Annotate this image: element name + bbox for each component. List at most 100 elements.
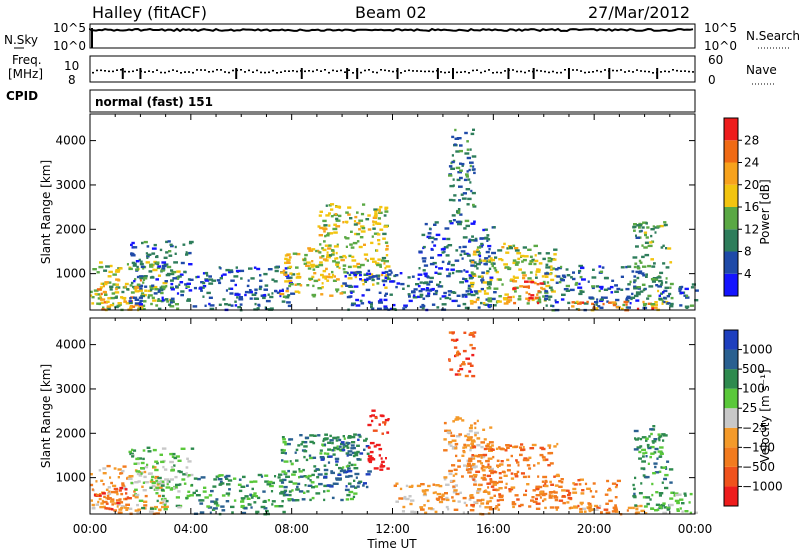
echo-cell <box>315 265 320 268</box>
echo-cell <box>461 162 465 166</box>
echo-cell <box>503 263 508 266</box>
echo-cell <box>113 509 117 512</box>
freq-dot <box>668 70 670 73</box>
echo-cell <box>174 245 177 249</box>
echo-cell <box>461 257 464 260</box>
echo-cell <box>413 510 417 514</box>
echo-cell <box>356 232 361 236</box>
echo-cell <box>496 300 502 303</box>
echo-cell <box>643 288 646 291</box>
echo-cell <box>91 296 95 299</box>
freq-dot <box>404 70 406 72</box>
echo-cell <box>134 488 138 491</box>
echo-cell <box>443 449 448 452</box>
echo-cell <box>142 307 146 311</box>
echo-cell <box>530 499 534 502</box>
echo-cell <box>228 270 231 274</box>
echo-cell <box>532 489 536 492</box>
echo-cell <box>547 295 553 298</box>
echo-cell <box>466 433 470 436</box>
colorbar-tick-label: 1000 <box>742 343 773 357</box>
echo-cell <box>579 478 584 481</box>
echo-cell <box>233 499 237 502</box>
echo-cell <box>98 265 104 269</box>
echo-cell <box>389 280 394 283</box>
echo-cell <box>419 295 423 298</box>
echo-cell <box>260 505 266 509</box>
echo-cell <box>571 301 575 304</box>
nsearch-tick-bottom: 10^0 <box>704 39 737 53</box>
echo-cell <box>175 285 178 288</box>
echo-cell <box>531 443 537 447</box>
echo-cell <box>358 228 361 231</box>
echo-cell <box>373 275 378 278</box>
echo-cell <box>477 483 481 487</box>
echo-cell <box>488 441 494 444</box>
echo-cell <box>299 475 304 478</box>
echo-cell <box>338 214 342 218</box>
echo-cell <box>323 468 329 472</box>
echo-cell <box>327 448 331 451</box>
echo-cell <box>360 302 365 305</box>
echo-cell <box>367 228 372 231</box>
echo-cell <box>180 290 185 293</box>
echo-cell <box>378 447 383 451</box>
echo-cell <box>373 445 377 448</box>
echo-cell <box>149 507 154 510</box>
echo-cell <box>468 457 473 460</box>
echo-cell <box>267 480 273 484</box>
echo-cell <box>505 482 508 486</box>
echo-cell <box>105 502 109 505</box>
echo-cell <box>384 423 387 426</box>
echo-cell <box>439 297 442 300</box>
nave-tick-bottom: 0 <box>708 73 716 87</box>
echo-cell <box>335 463 338 466</box>
echo-cell <box>257 473 263 477</box>
echo-cell <box>330 470 334 473</box>
echo-cell <box>295 266 299 269</box>
echo-cell <box>528 456 532 459</box>
echo-cell <box>495 481 499 485</box>
echo-cell <box>678 286 682 289</box>
echo-cell <box>560 478 564 481</box>
echo-cell <box>149 480 154 483</box>
echo-cell <box>471 466 477 469</box>
echo-cell <box>154 468 159 472</box>
echo-cell <box>501 470 506 473</box>
echo-cell <box>156 462 159 465</box>
echo-cell <box>133 449 137 452</box>
nsky-trace <box>89 27 694 33</box>
echo-cell <box>545 263 549 266</box>
echo-cell <box>178 483 182 486</box>
echo-cell <box>537 290 541 293</box>
echo-cell <box>355 476 358 479</box>
colorbar-tick-label: 8 <box>744 245 752 259</box>
echo-cell <box>156 262 160 266</box>
freq-dot <box>352 72 354 74</box>
echo-cell <box>469 364 474 367</box>
echo-cell <box>539 453 544 457</box>
echo-cell <box>114 270 119 273</box>
echo-cell <box>514 276 519 279</box>
echo-cell <box>598 265 602 268</box>
echo-cell <box>137 457 142 460</box>
freq-dot <box>360 71 362 74</box>
echo-cell <box>103 495 106 499</box>
echo-cell <box>549 462 554 465</box>
echo-cell <box>522 246 527 249</box>
echo-cell <box>603 288 609 291</box>
echo-cell <box>487 255 491 258</box>
echo-cell <box>107 275 112 278</box>
echo-cell <box>658 505 662 508</box>
echo-cell <box>493 291 497 294</box>
echo-cell <box>555 281 559 284</box>
echo-cell <box>498 472 502 475</box>
echo-cell <box>510 278 515 281</box>
echo-cell <box>525 297 530 300</box>
echo-cell <box>462 450 466 454</box>
echo-cell <box>308 277 314 281</box>
echo-cell <box>676 509 680 512</box>
echo-cell <box>467 284 473 288</box>
echo-cell <box>209 304 215 307</box>
echo-cell <box>399 487 403 491</box>
